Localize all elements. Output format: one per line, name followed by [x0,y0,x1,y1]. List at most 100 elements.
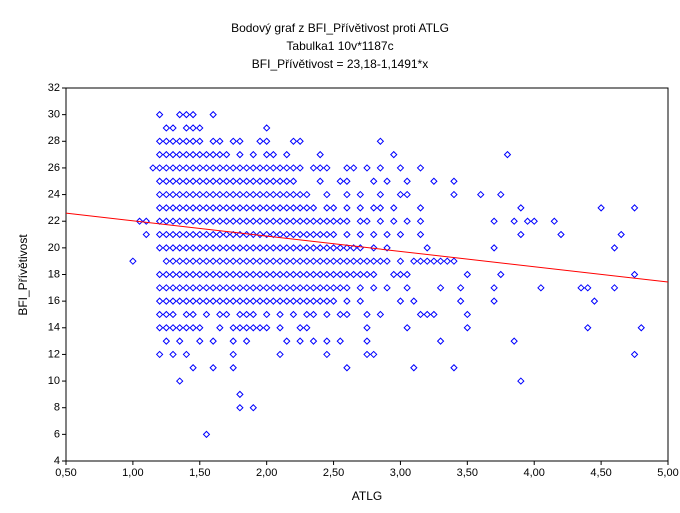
point [129,257,137,265]
point [169,204,177,212]
point [283,337,291,345]
point [202,430,211,439]
point [416,230,425,239]
point [176,204,184,212]
point [309,204,318,212]
point [289,177,298,185]
point [162,190,171,199]
point [329,230,338,239]
point [209,364,217,372]
x-tick-label: 0,50 [55,467,76,479]
point [390,150,398,159]
point [269,164,278,172]
point [289,190,298,199]
point [182,257,191,265]
point [169,124,177,132]
point [396,257,405,265]
point [383,177,391,185]
point [155,310,164,319]
point [289,137,298,145]
point [276,190,284,199]
point [189,297,197,305]
point [236,244,244,252]
point [356,217,365,225]
point [296,324,304,332]
point [336,284,344,292]
point [323,284,331,292]
point [242,164,251,172]
point [537,284,545,292]
point [169,164,177,172]
point [584,324,592,332]
point [236,284,244,292]
point [456,284,465,292]
point [323,310,331,319]
point [262,324,271,332]
point [262,190,271,199]
point [202,150,211,159]
point [363,164,371,172]
point [356,257,365,265]
point [336,310,344,319]
point [155,110,164,119]
point [155,137,164,145]
point [202,270,211,279]
point [262,230,271,239]
x-tick-label: 1,50 [189,467,210,479]
point [189,204,197,212]
point [169,324,177,332]
x-tick-label: 3,00 [390,467,411,479]
point [276,204,284,212]
point [236,177,244,185]
point [490,244,498,252]
point [403,217,411,225]
point [309,217,318,225]
y-tick-label: 6 [54,428,60,440]
point [149,164,157,172]
point [216,177,224,185]
chart-title: Bodový graf z BFI_Přívětivost proti ATLG [231,21,449,35]
y-tick-label: 12 [48,348,60,360]
point [296,284,304,292]
point [169,230,177,239]
point [216,310,224,319]
point [630,270,639,279]
point [363,337,371,345]
point [376,190,385,199]
x-tick-label: 2,50 [323,467,344,479]
point [242,257,251,265]
point [390,270,398,279]
point [336,270,344,279]
point [269,230,278,239]
point [329,244,338,252]
point [276,257,284,265]
point [349,257,358,265]
point [630,204,639,212]
point [236,257,244,265]
chart-subtitle: Tabulka1 10v*1187c [286,39,393,53]
point [196,124,204,132]
point [202,164,211,172]
point [256,244,264,252]
point [162,297,171,305]
point [396,297,405,305]
point [423,310,431,319]
point [262,137,271,145]
y-tick-label: 10 [48,375,60,387]
point [196,270,204,279]
point [376,204,385,212]
x-tick-label: 3,50 [457,467,478,479]
point [216,257,224,265]
point [343,310,351,319]
point [236,270,244,279]
point [363,217,371,225]
point [209,164,217,172]
point [262,310,271,319]
point [430,310,438,319]
point [249,177,257,185]
point [202,284,211,292]
point [363,257,371,265]
point [182,110,191,119]
point [289,284,298,292]
point [196,137,204,145]
